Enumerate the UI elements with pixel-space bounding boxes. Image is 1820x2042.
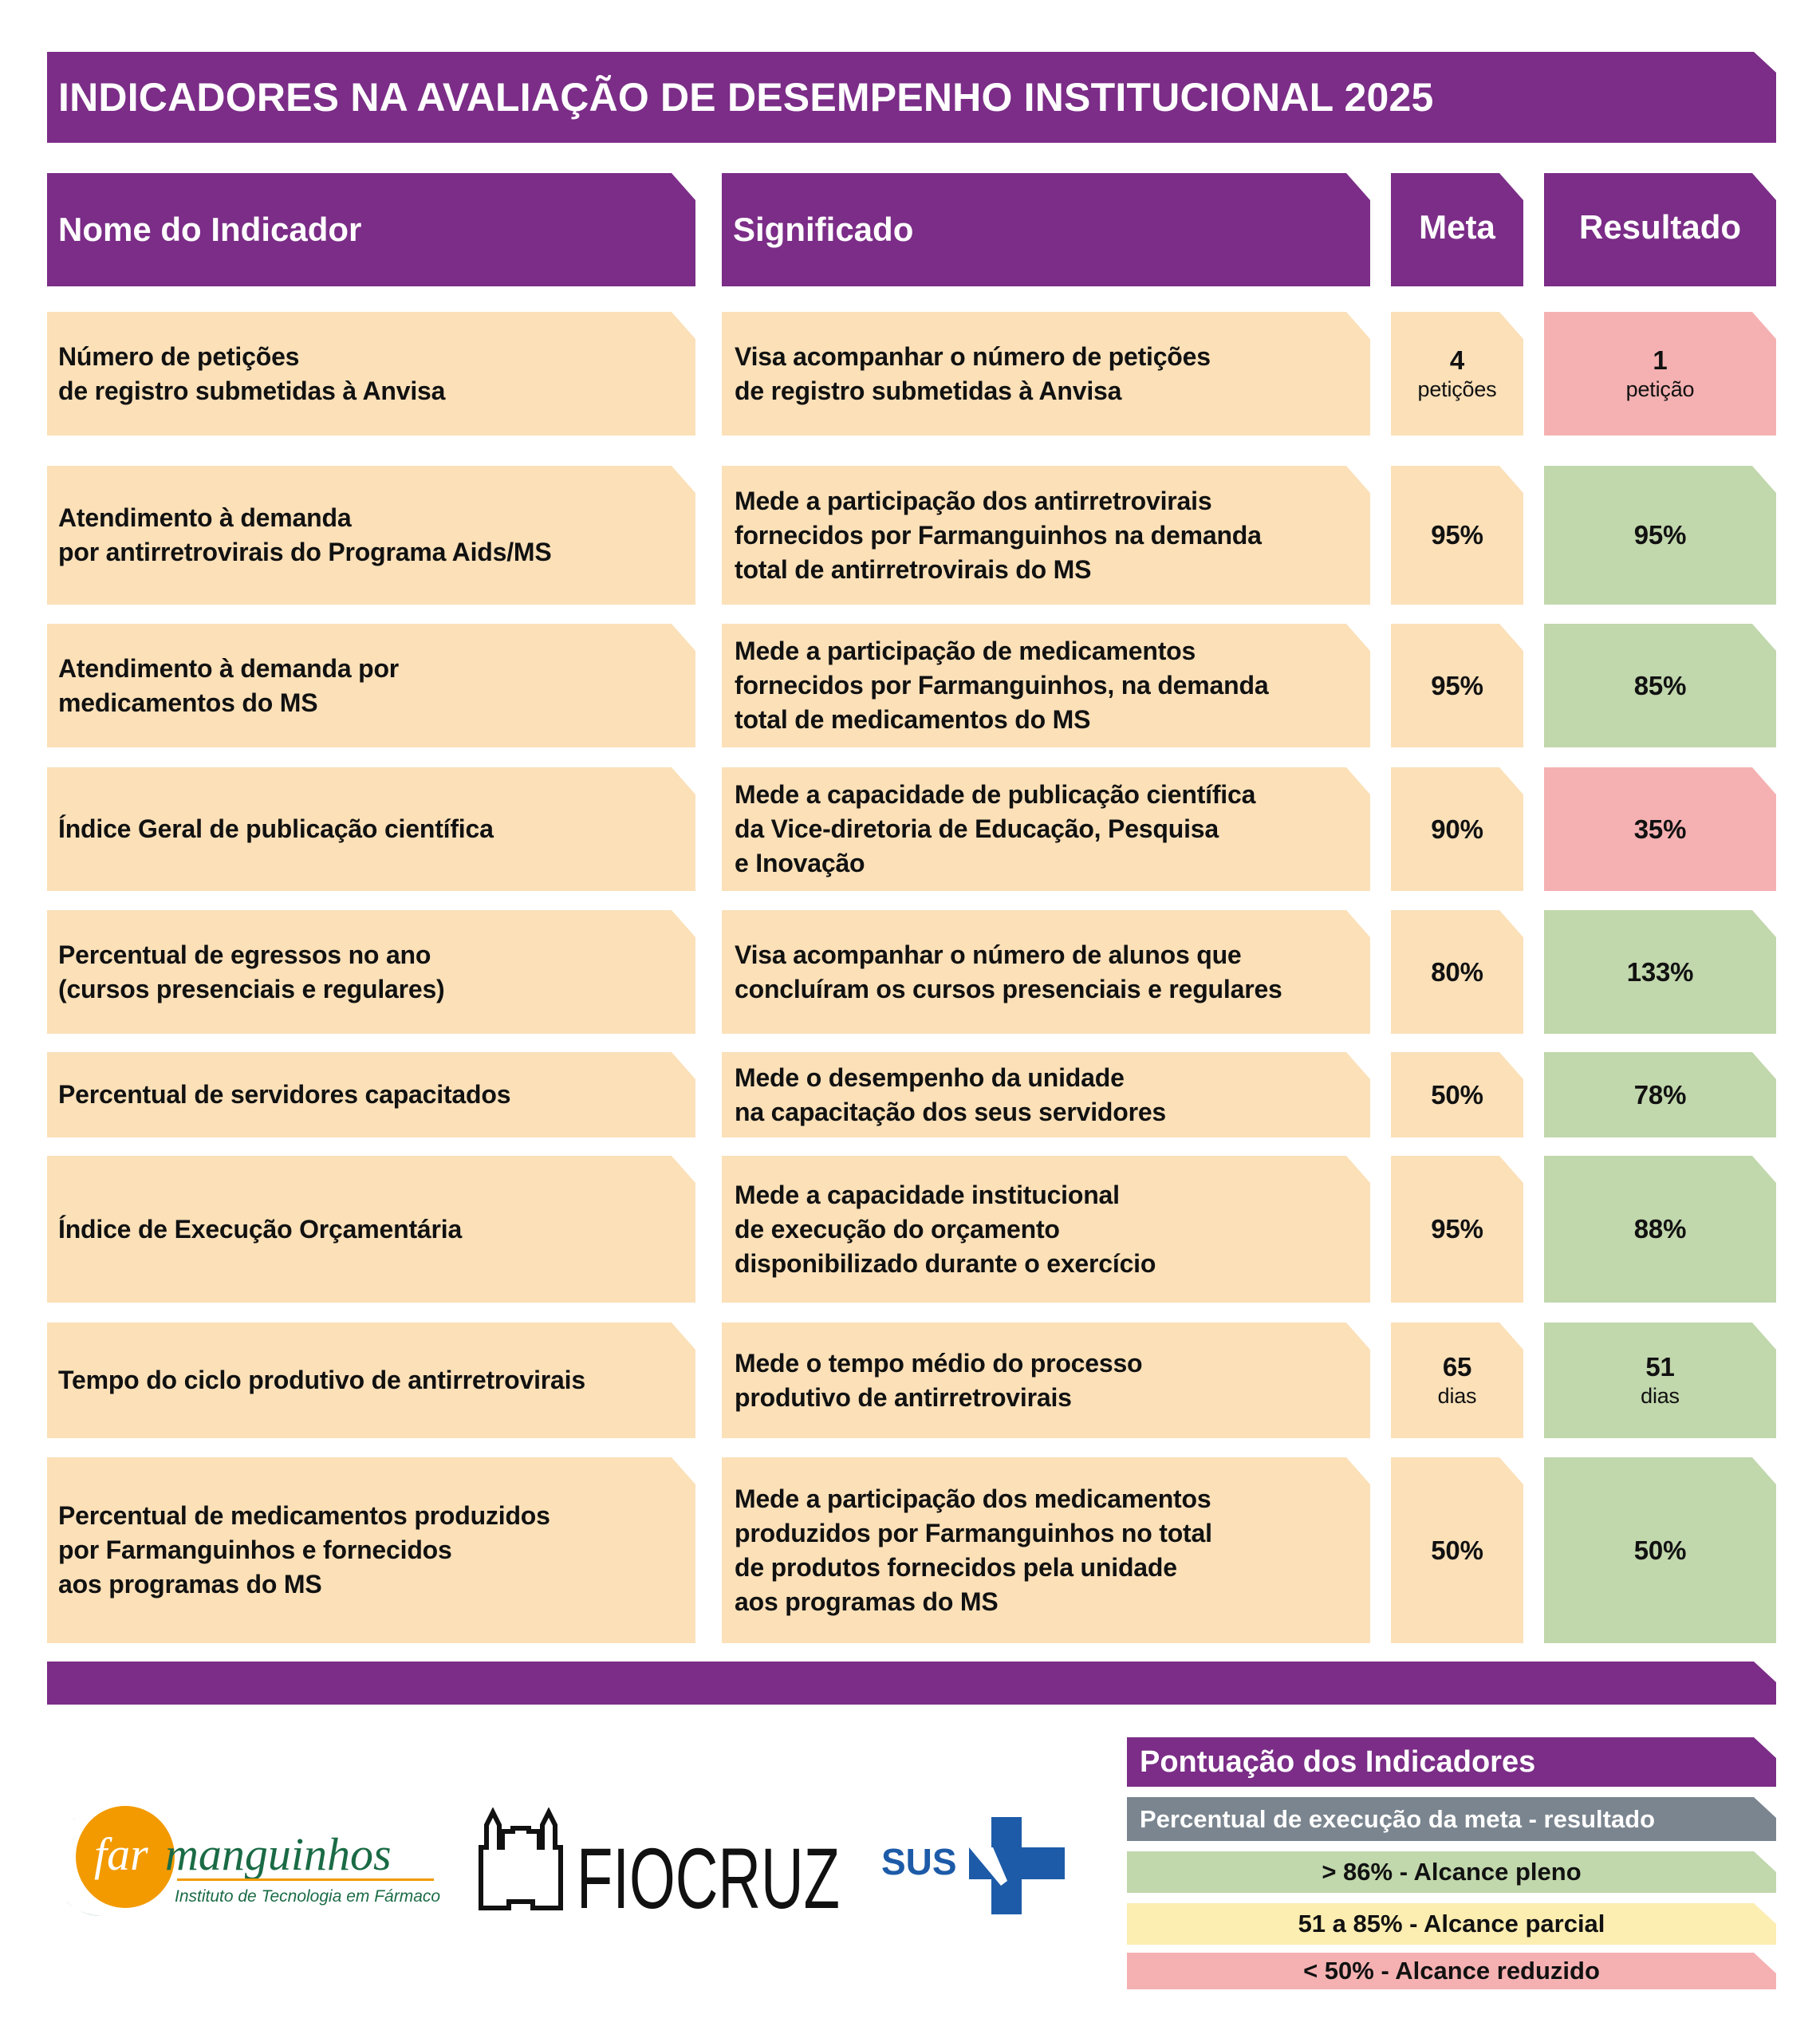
indicator-result: 50% (1544, 1457, 1776, 1643)
svg-text:manguinhos: manguinhos (165, 1828, 392, 1880)
result-value: 51 (1645, 1351, 1675, 1382)
footer-bar (47, 1662, 1776, 1705)
sus-logo: SUS (881, 1817, 1065, 1914)
legend-title: Pontuação dos Indicadores (1127, 1737, 1776, 1787)
result-value: 50% (1633, 1535, 1687, 1565)
result-value: 95% (1633, 520, 1687, 550)
meta-value: 90% (1431, 814, 1483, 844)
indicator-meta: 95% (1391, 1156, 1523, 1303)
farmanguinhos-logo: far manguinhos Instituto de Tecnologia e… (50, 1804, 449, 1916)
indicator-name: Índice Geral de publicação científica (47, 767, 695, 891)
result-value: 35% (1633, 814, 1687, 844)
page-title: INDICADORES NA AVALIAÇÃO DE DESEMPENHO I… (47, 52, 1776, 143)
meta-unit: dias (1437, 1383, 1477, 1408)
meta-value: 4 (1449, 345, 1465, 375)
indicator-meta: 65 dias (1391, 1323, 1523, 1438)
indicator-result: 51 dias (1544, 1323, 1776, 1438)
meta-value: 65 (1442, 1351, 1472, 1382)
indicator-meaning: Mede a capacidade de publicação científi… (722, 767, 1370, 891)
svg-text:Instituto de Tecnologia em Fár: Instituto de Tecnologia em Fármacos (175, 1887, 440, 1906)
indicator-name: Atendimento à demanda por medicamentos d… (47, 624, 695, 747)
meta-value: 50% (1431, 1079, 1483, 1110)
svg-text:FIOCRUZ: FIOCRUZ (577, 1830, 840, 1914)
indicator-result: 1 petição (1544, 312, 1776, 436)
indicator-meta: 50% (1391, 1052, 1523, 1137)
indicator-result: 95% (1544, 466, 1776, 605)
header-name: Nome do Indicador (47, 173, 695, 286)
indicator-result: 85% (1544, 624, 1776, 747)
indicator-name: Índice de Execução Orçamentária (47, 1156, 695, 1303)
header-result: Resultado (1544, 173, 1776, 286)
indicator-meaning: Mede a capacidade institucional de execu… (722, 1156, 1370, 1303)
result-value: 85% (1633, 670, 1687, 700)
meta-value: 50% (1431, 1535, 1483, 1565)
indicator-meaning: Mede a participação dos antirretrovirais… (722, 466, 1370, 605)
indicator-meaning: Mede o tempo médio do processo produtivo… (722, 1323, 1370, 1438)
indicator-result: 78% (1544, 1052, 1776, 1137)
indicator-name: Percentual de medicamentos produzidos po… (47, 1457, 695, 1643)
header-meta: Meta (1391, 173, 1523, 286)
legend-subtitle: Percentual de execução da meta - resulta… (1127, 1797, 1776, 1841)
result-unit: dias (1641, 1383, 1680, 1408)
result-value: 88% (1633, 1214, 1687, 1244)
indicator-name: Tempo do ciclo produtivo de antirretrovi… (47, 1323, 695, 1438)
meta-value: 95% (1431, 670, 1483, 700)
svg-text:SUS: SUS (881, 1841, 957, 1882)
indicator-name: Percentual de egressos no ano (cursos pr… (47, 910, 695, 1034)
indicator-result: 35% (1544, 767, 1776, 891)
indicator-meaning: Mede a participação de medicamentos forn… (722, 624, 1370, 747)
result-value: 1 (1653, 345, 1668, 375)
indicator-result: 88% (1544, 1156, 1776, 1303)
meta-unit: petições (1417, 376, 1497, 401)
indicator-meta: 95% (1391, 466, 1523, 605)
indicator-meta: 95% (1391, 624, 1523, 747)
meta-value: 95% (1431, 1214, 1483, 1244)
meta-value: 95% (1431, 520, 1483, 550)
indicator-meta: 80% (1391, 910, 1523, 1034)
header-meaning: Significado (722, 173, 1370, 286)
indicator-meta: 50% (1391, 1457, 1523, 1643)
indicator-meaning: Mede a participação dos medicamentos pro… (722, 1457, 1370, 1643)
fiocruz-logo: FIOCRUZ (477, 1807, 844, 1926)
result-value: 78% (1633, 1079, 1687, 1110)
indicator-name: Atendimento à demanda por antirretrovira… (47, 466, 695, 605)
indicator-name: Percentual de servidores capacitados (47, 1052, 695, 1137)
result-value: 133% (1626, 956, 1694, 987)
indicator-meaning: Mede o desempenho da unidade na capacita… (722, 1052, 1370, 1137)
legend-pleno: > 86% - Alcance pleno (1127, 1851, 1776, 1893)
meta-value: 80% (1431, 956, 1483, 987)
indicator-meta: 90% (1391, 767, 1523, 891)
indicator-meta: 4 petições (1391, 312, 1523, 436)
result-unit: petição (1625, 376, 1695, 401)
indicator-meaning: Visa acompanhar o número de petições de … (722, 312, 1370, 436)
indicator-name: Número de petições de registro submetida… (47, 312, 695, 436)
indicator-result: 133% (1544, 910, 1776, 1034)
indicator-meaning: Visa acompanhar o número de alunos que c… (722, 910, 1370, 1034)
svg-text:far: far (94, 1828, 148, 1880)
legend-parcial: 51 a 85% - Alcance parcial (1127, 1903, 1776, 1945)
legend-reduzido: < 50% - Alcance reduzido (1127, 1953, 1776, 1989)
